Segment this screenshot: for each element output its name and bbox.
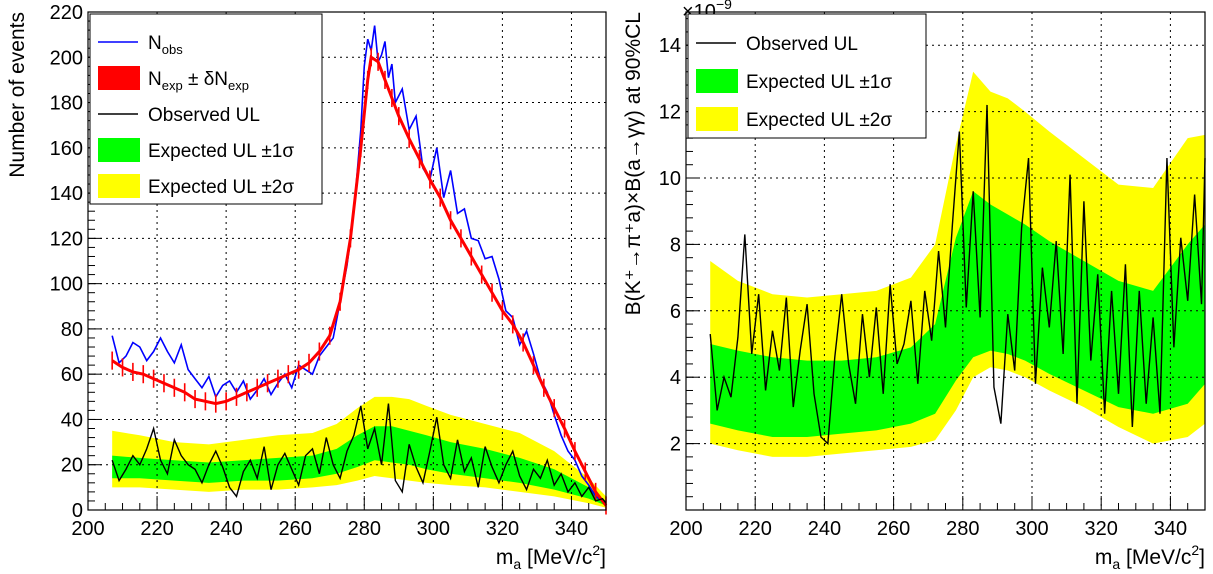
y-tick-label: 80 [61,319,83,341]
x-tick-label: 220 [140,518,173,540]
legend-label-main: Expected UL ±1σ [148,141,294,162]
observed-ul-series-line [111,403,607,504]
x-axis-label-unit: [MeV/c [521,546,592,569]
x-tick-label: 200 [669,518,702,540]
x-tick-label: 240 [209,518,242,540]
y-tick-label: 2 [670,434,681,456]
y-tick-label: 120 [50,228,83,250]
x-tick-label: 320 [486,518,519,540]
legend-label-sub2: exp [228,78,249,93]
y-tick-label: 160 [50,138,83,160]
legend-label-mid: ± δN [183,69,228,90]
legend-label-main: N [148,33,162,54]
y-tick-label: 60 [61,364,83,386]
y-tick-label: 8 [670,234,681,256]
y-tick-label: 40 [61,409,83,431]
x-axis-label: ma [MeV/c2] [496,542,606,572]
x-axis-label-m: m [1095,546,1113,569]
y-tick-label: 10 [659,168,681,190]
x-axis-label-m: m [496,546,514,569]
x-tick-label: 300 [1015,518,1048,540]
y-tick-label: 140 [50,183,83,205]
y-tick-label: 0 [72,500,83,522]
x-axis-label-close: ] [1199,546,1205,569]
observed-ul-series-line [709,104,1206,446]
legend-label-main: Observed UL [148,105,260,126]
y-axis-label: B(K⁺→π⁺a)×B(a→γγ) at 90%CL [622,12,645,315]
x-axis-label-sub: a [1112,556,1120,572]
x-tick-label: 340 [555,518,588,540]
legend-label-band2: Expected UL ±2σ [148,177,294,198]
y-tick-label: 6 [670,301,681,323]
legend-box [89,13,323,205]
legend-label-main: Expected UL ±2σ [746,110,892,131]
legend-label-band1: Expected UL ±1σ [746,72,892,93]
x-tick-label: 320 [1085,518,1118,540]
y-axis-label: Number of events [6,12,29,178]
legend-swatch-band2 [696,107,738,131]
legend-swatch-band1 [98,138,140,162]
x-axis-label-close: ] [600,546,606,569]
y-axis-multiplier-exp: −9 [716,0,732,12]
x-axis-label-unit: [MeV/c [1120,546,1191,569]
x-tick-label: 340 [1154,518,1187,540]
legend-label-main: Expected UL ±2σ [148,177,294,198]
legend-label-nexp: Nexp ± δNexp [148,69,249,93]
x-tick-label: 200 [71,518,104,540]
legend-swatch-band1 [696,69,738,93]
legend-label-main: N [148,69,162,90]
left-chart-panel: 200 220 240 260 280 300 320 340 0 20 40 60 80 100 120 1… [6,2,608,572]
y-tick-label: 20 [61,455,83,477]
y-tick-label: 14 [659,35,681,57]
y-tick-label: 220 [50,2,83,24]
y-tick-label: 180 [50,93,83,115]
legend-label-sub: exp [162,78,183,93]
x-tick-label: 280 [946,518,979,540]
expected-ul-1sigma-band [112,426,606,506]
x-axis-label-sub: a [513,556,521,572]
legend-label-band2: Expected UL ±2σ [746,110,892,131]
x-axis-label-sup: 2 [592,542,600,558]
legend-label-obs_ul: Observed UL [148,105,260,126]
legend-label-main: Expected UL ±1σ [746,72,892,93]
y-tick-label: 100 [50,274,83,296]
x-tick-label: 260 [279,518,312,540]
legend-label-band1: Expected UL ±1σ [148,141,294,162]
legend-label-nobs: Nobs [148,33,183,57]
nexp-series-line [111,54,608,507]
y-tick-label: 200 [50,47,83,69]
x-tick-label: 300 [417,518,450,540]
x-axis-label: ma [MeV/c2] [1095,542,1205,572]
legend-label-main: Observed UL [746,34,858,55]
y-tick-label: 12 [659,102,681,124]
legend-swatch-band2 [98,174,140,198]
x-axis-label-sup: 2 [1191,542,1199,558]
x-tick-label: 240 [808,518,841,540]
legend-label-obs_ul: Observed UL [746,34,858,55]
legend-label-sub: obs [162,42,183,57]
y-tick-label: 4 [670,367,681,389]
legend-swatch-nexp [98,66,140,90]
nobs-series-line [111,25,607,504]
x-tick-label: 220 [739,518,772,540]
x-tick-label: 260 [877,518,910,540]
x-tick-label: 280 [348,518,381,540]
